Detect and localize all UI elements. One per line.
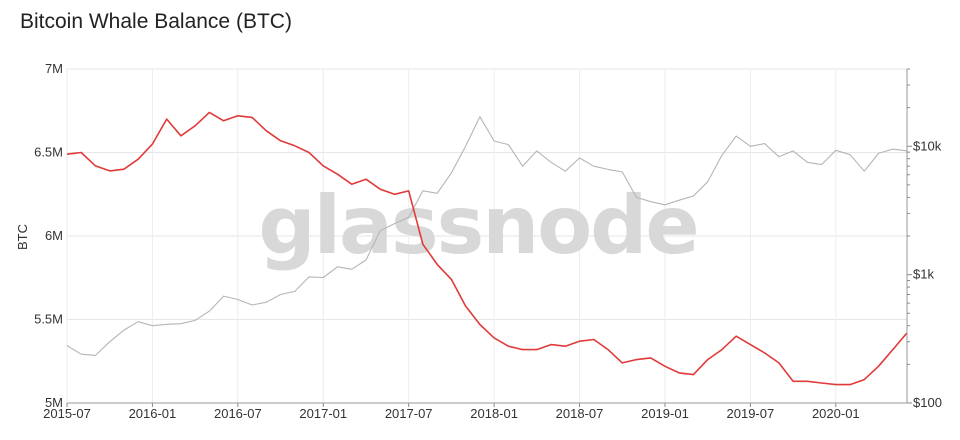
- whale-balance-line: [66, 111, 908, 386]
- x-tick-label: 2018-07: [556, 406, 604, 421]
- x-tick-label: 2016-01: [129, 406, 177, 421]
- y-right-tick-label: $1k: [913, 267, 934, 282]
- watermark: glassnode: [258, 179, 697, 272]
- btc-price-line: [66, 116, 908, 356]
- x-tick-label: 2015-07: [43, 406, 91, 421]
- x-tick-label: 2017-07: [385, 406, 433, 421]
- x-tick-label: 2017-01: [299, 406, 347, 421]
- y-left-tick-label: 5.5M: [34, 312, 63, 327]
- x-tick-label: 2016-07: [214, 406, 262, 421]
- axes: 5M 5.5M 6M 6.5M 7M 2015-07 2016-01 2016-07 2017-…: [34, 61, 942, 421]
- x-tick-label: 2019-07: [727, 406, 775, 421]
- x-tick-label: 2020-01: [812, 406, 860, 421]
- y-left-tick-label: 5M: [45, 395, 63, 410]
- y-right-tick-label: $10k: [913, 138, 942, 153]
- y-right-tick-label: $100: [913, 395, 942, 410]
- x-tick-label: 2019-01: [641, 406, 689, 421]
- y-axis-label: BTC: [15, 224, 30, 250]
- y-left-tick-label: 7M: [45, 61, 63, 76]
- x-tick-label: 2018-01: [470, 406, 518, 421]
- series-layer: [66, 111, 908, 386]
- y-left-tick-label: 6M: [45, 228, 63, 243]
- chart-title: Bitcoin Whale Balance (BTC): [20, 10, 292, 33]
- y-left-tick-label: 6.5M: [34, 145, 63, 160]
